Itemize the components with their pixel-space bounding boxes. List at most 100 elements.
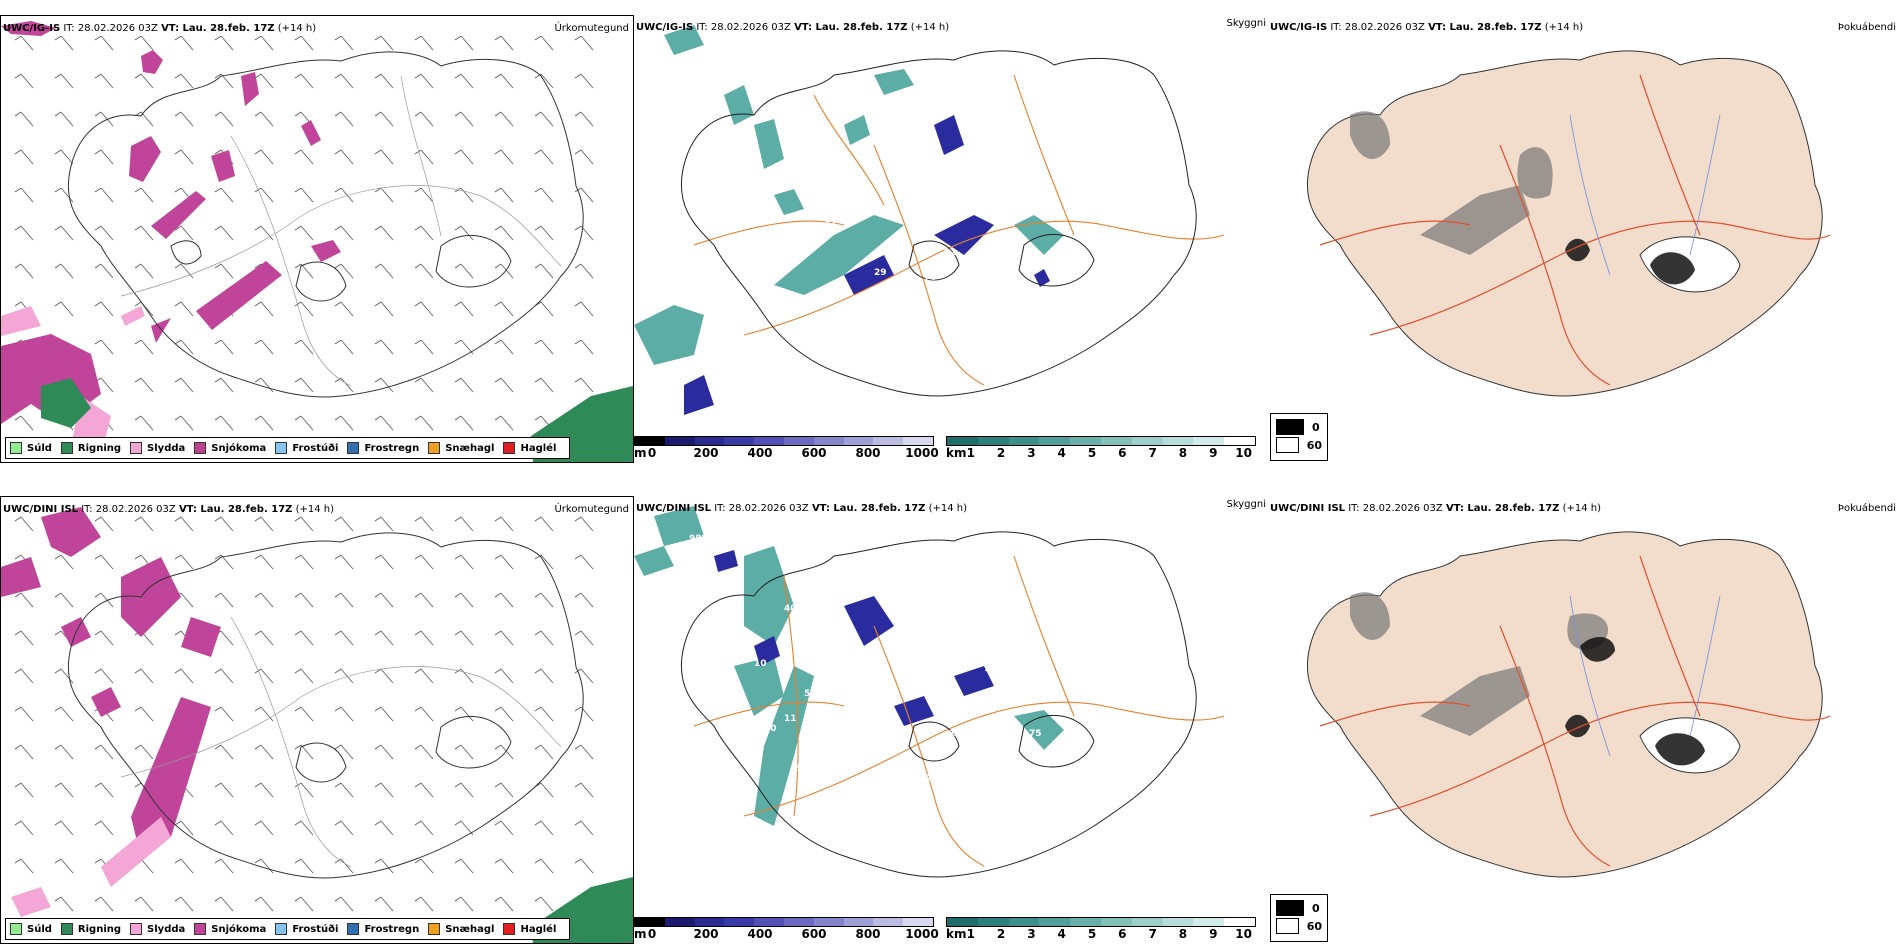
wind-barb-icon xyxy=(574,263,594,279)
wind-barb-icon xyxy=(414,820,434,836)
colorbar-tick: 10 xyxy=(1235,927,1252,941)
wind-barb-icon xyxy=(374,554,394,570)
wind-barb-icon xyxy=(174,415,194,431)
legend-label: Súld xyxy=(27,923,52,935)
wind-barb-icon xyxy=(374,377,394,393)
legend-label: Rigning xyxy=(77,442,122,454)
fog-legend-swatch xyxy=(1276,437,1299,453)
visibility-colorbar: km 1 2 3 4 5 6 7 8 9 10 xyxy=(946,436,1256,460)
wind-barb-icon xyxy=(174,820,194,836)
colorbar-tick: 800 xyxy=(855,446,881,460)
cloud-base-label: 29 xyxy=(874,268,887,278)
wind-barb-icon xyxy=(94,111,114,127)
wind-barb-icon xyxy=(174,377,194,393)
colorbar-segment xyxy=(813,437,844,445)
visibility-strip xyxy=(946,436,1256,446)
wind-barb-icon xyxy=(334,858,354,874)
wind-barb-icon xyxy=(414,896,434,912)
legend-item: Slydda xyxy=(130,923,185,935)
wind-barb-icon xyxy=(294,149,314,165)
legend-swatch xyxy=(347,442,360,454)
legend-label: Haglél xyxy=(520,442,557,454)
wind-barb-icon xyxy=(494,592,514,608)
wind-barb-icon xyxy=(574,706,594,722)
fog-legend-swatch xyxy=(1276,419,1304,435)
ptype-map-top xyxy=(1,21,633,462)
wind-barb-icon xyxy=(494,339,514,355)
wind-barb-icon xyxy=(334,301,354,317)
wind-barb-icon xyxy=(214,820,234,836)
colorbar-segment xyxy=(664,437,695,445)
fog-legend-label: 0 xyxy=(1312,901,1320,915)
colorbar-segment xyxy=(947,918,978,926)
wind-barb-icon xyxy=(334,744,354,760)
wind-barb-icon xyxy=(574,554,594,570)
colorbar-unit: km xyxy=(946,927,967,941)
wind-barb-icon xyxy=(294,516,314,532)
legend-item: Haglél xyxy=(503,442,556,454)
legend-label: Frostúði xyxy=(292,923,339,935)
cloud-base-label: 578 xyxy=(804,689,823,699)
wind-barb-icon xyxy=(14,149,34,165)
fog-legend-swatch xyxy=(1276,918,1299,934)
wind-barb-icon xyxy=(414,377,434,393)
cloud-labels: 426 31 354 855 99 29 92 76 15 120 89 xyxy=(679,143,977,430)
panel-header: UWC/DINI ISL IT: 28.02.2026 03Z VT: Lau.… xyxy=(636,503,968,514)
wind-barb-icon xyxy=(134,706,154,722)
wind-barb-icon xyxy=(374,301,394,317)
legend-label: Frostregn xyxy=(364,923,420,935)
wind-barb-icon xyxy=(414,149,434,165)
cloudbase-colorbar: m 0 200 400 600 800 1000 xyxy=(634,917,939,941)
cloud-base-label: 600 xyxy=(794,764,813,774)
colorbar-segment xyxy=(1039,437,1071,445)
wind-barb-icon xyxy=(174,149,194,165)
wind-barb-icon xyxy=(494,782,514,798)
wind-barb-icon xyxy=(14,35,34,51)
wind-barb-icon xyxy=(494,630,514,646)
cloudbase-strip xyxy=(634,436,934,446)
legend-label: Frostúði xyxy=(292,442,339,454)
cloud-base-label: 184 xyxy=(884,739,903,749)
cloud-base-label: 15 xyxy=(964,183,977,193)
wind-barb-icon xyxy=(294,263,314,279)
colorbar-segment xyxy=(724,918,755,926)
colorbar-tick: 7 xyxy=(1148,927,1157,941)
wind-barb-icon xyxy=(134,339,154,355)
snow-areas xyxy=(1,21,341,424)
fog-map-top xyxy=(1306,50,1831,397)
wind-barb-icon xyxy=(134,187,154,203)
cloud-base-label: 10 xyxy=(754,659,767,669)
wind-barb-icon xyxy=(14,73,34,89)
panel-header: UWC/DINI ISL IT: 28.02.2026 03Z VT: Lau.… xyxy=(1270,503,1602,514)
wind-barb-icon xyxy=(254,73,274,89)
wind-barb-icon xyxy=(414,668,434,684)
wind-barb-icon xyxy=(374,516,394,532)
wind-barb-icon xyxy=(214,782,234,798)
roads-orange xyxy=(693,555,1225,867)
wind-barb-icon xyxy=(294,706,314,722)
wind-barb-icon xyxy=(14,782,34,798)
wind-barb-icon xyxy=(454,377,474,393)
cloud-base-label: 855 xyxy=(859,293,878,303)
legend-swatch xyxy=(130,923,143,935)
wind-barb-icon xyxy=(54,592,74,608)
wind-barb-icon xyxy=(494,706,514,722)
wind-barb-icon xyxy=(254,782,274,798)
wind-barb-icon xyxy=(454,111,474,127)
wind-barb-icon xyxy=(574,630,594,646)
wind-barb-icon xyxy=(14,187,34,203)
legend-swatch xyxy=(60,442,73,454)
colorbar-segment xyxy=(1193,918,1225,926)
wind-barb-icon xyxy=(54,706,74,722)
wind-barb-icon xyxy=(374,744,394,760)
wind-barb-icon xyxy=(574,73,594,89)
wind-barbs xyxy=(14,35,594,431)
legend-swatch xyxy=(194,923,207,935)
iceland-outline xyxy=(67,532,584,879)
wind-barb-icon xyxy=(534,187,554,203)
wind-barb-icon xyxy=(254,744,274,760)
wind-barb-icon xyxy=(94,668,114,684)
panel-header: UWC/IG-IS IT: 28.02.2026 03Z VT: Lau. 28… xyxy=(636,22,950,33)
wind-barb-icon xyxy=(334,377,354,393)
wind-barb-icon xyxy=(254,35,274,51)
